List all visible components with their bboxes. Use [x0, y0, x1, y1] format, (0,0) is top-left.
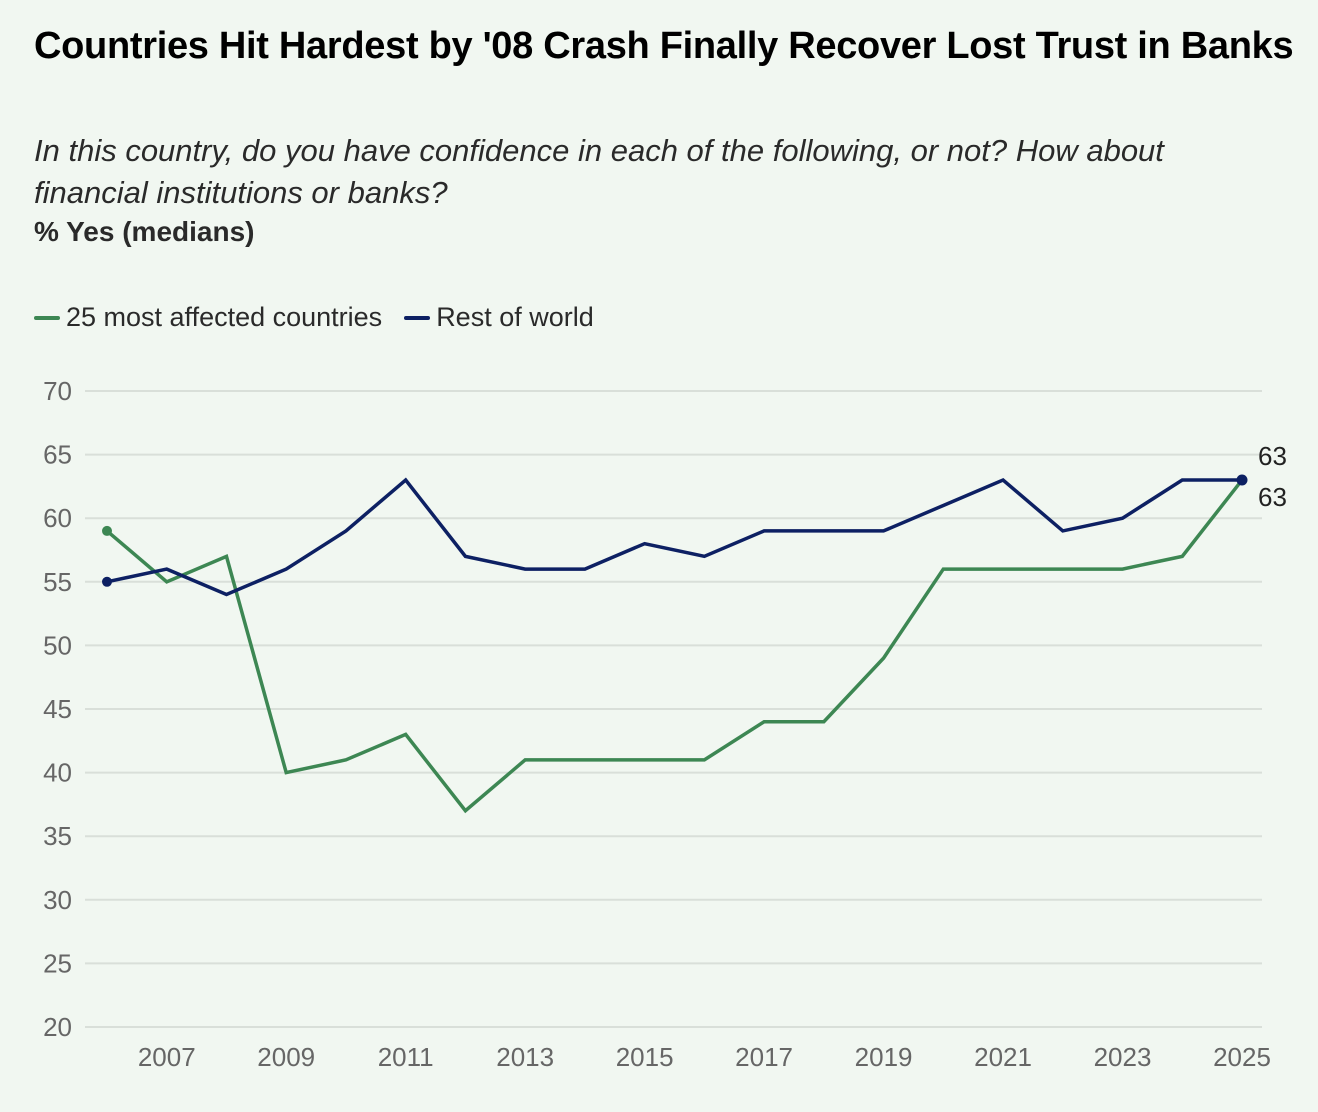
- legend: 25 most affected countries Rest of world: [34, 302, 594, 333]
- y-tick-label: 65: [43, 440, 72, 470]
- x-tick-label: 2021: [974, 1042, 1032, 1072]
- x-tick-label: 2017: [735, 1042, 793, 1072]
- y-tick-label: 30: [43, 885, 72, 915]
- x-tick-label: 2013: [496, 1042, 554, 1072]
- end-label-rest-of-world: 63: [1258, 441, 1287, 471]
- x-tick-label: 2019: [855, 1042, 913, 1072]
- gridlines: [85, 390, 1262, 1028]
- series-end-point: [1236, 474, 1248, 486]
- legend-label-rest-of-world: Rest of world: [436, 302, 594, 332]
- x-tick-label: 2007: [138, 1042, 196, 1072]
- x-tick-label: 2009: [257, 1042, 315, 1072]
- series-line-rest-of-world: [106, 477, 1242, 597]
- y-tick-label: 45: [43, 694, 72, 724]
- y-axis-ticks: 20 25 30 35 40 45 50 55 60 65 70: [43, 376, 72, 1042]
- y-tick-label: 55: [43, 567, 72, 597]
- y-tick-label: 35: [43, 821, 72, 851]
- legend-item-most-affected[interactable]: 25 most affected countries: [34, 302, 382, 333]
- chart-subtitle: In this country, do you have confidence …: [34, 133, 1164, 210]
- chart-title: Countries Hit Hardest by '08 Crash Final…: [34, 25, 1294, 67]
- series-line-most-affected: [105, 478, 1244, 814]
- y-tick-label: 25: [43, 948, 72, 978]
- legend-swatch-rest-of-world: [404, 315, 431, 320]
- chart-units-label: % Yes (medians): [34, 216, 255, 247]
- x-tick-label: 2011: [378, 1042, 434, 1072]
- legend-swatch-most-affected: [34, 315, 60, 320]
- x-tick-label: 2025: [1213, 1042, 1271, 1072]
- legend-item-rest-of-world[interactable]: Rest of world: [404, 302, 594, 333]
- series-lines: [102, 474, 1248, 814]
- x-tick-label: 2023: [1094, 1042, 1152, 1072]
- y-tick-label: 40: [43, 758, 72, 788]
- y-tick-label: 20: [43, 1012, 72, 1042]
- y-tick-label: 70: [43, 376, 72, 406]
- y-tick-label: 60: [43, 503, 72, 533]
- x-axis-ticks: 2007 2009 2011 2013 2015 2017 2019 2021 2023 2025: [138, 1042, 1271, 1072]
- y-tick-label: 50: [43, 630, 72, 660]
- legend-label-most-affected: 25 most affected countries: [66, 302, 383, 332]
- series-start-point: [102, 576, 112, 587]
- series-start-point: [102, 525, 112, 536]
- x-tick-label: 2015: [616, 1042, 674, 1072]
- end-label-most-affected: 63: [1258, 482, 1287, 512]
